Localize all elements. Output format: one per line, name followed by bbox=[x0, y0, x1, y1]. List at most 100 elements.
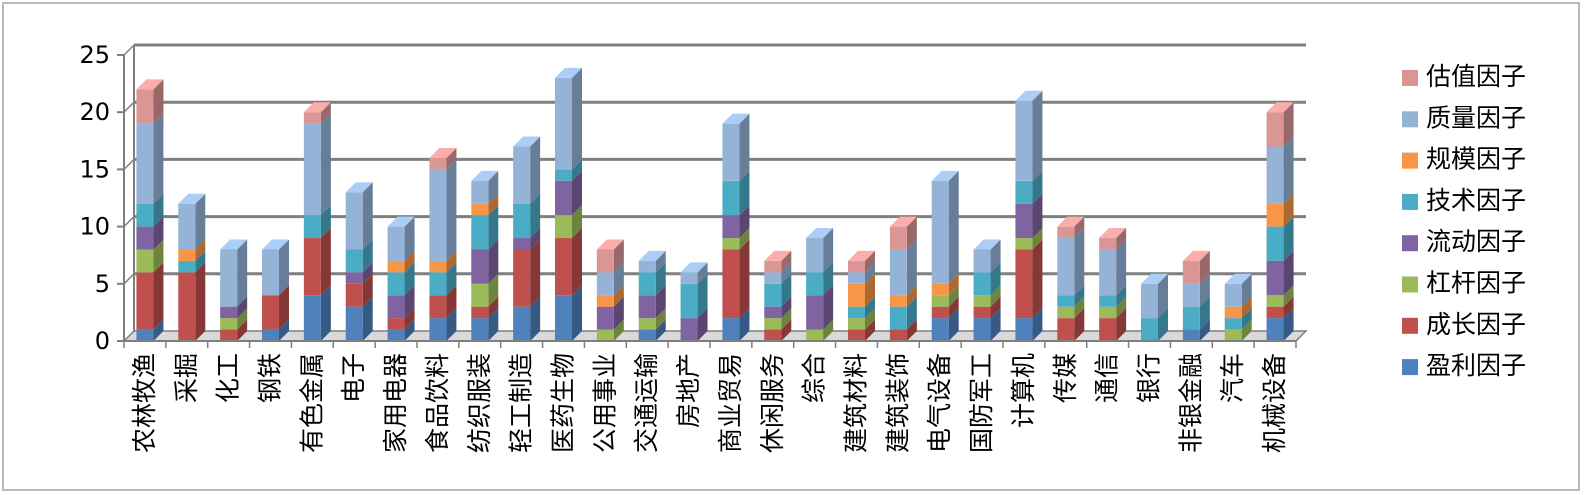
bar-front bbox=[722, 249, 740, 319]
bar-side bbox=[948, 170, 959, 284]
bar-side bbox=[990, 285, 1001, 307]
bar-segment bbox=[387, 285, 415, 319]
legend-item: 质量因子 bbox=[1402, 103, 1526, 132]
bar-front bbox=[471, 318, 489, 341]
bar-front bbox=[513, 203, 531, 239]
bar-side bbox=[739, 113, 750, 181]
y-tick-label-5: 5 bbox=[95, 270, 110, 298]
bar-top bbox=[262, 239, 289, 250]
x-axis: 农林牧渔 采掘 化工 钢铁 有色金属 电子 家用电器 食品饮料 纺织服装 轻工制造 医药生物 公用事业… bbox=[123, 340, 1297, 453]
bar-side bbox=[1283, 136, 1294, 204]
bar-segment bbox=[429, 159, 457, 261]
bar-front bbox=[1266, 295, 1284, 307]
bar-front bbox=[1015, 249, 1033, 319]
bar-side bbox=[488, 170, 499, 204]
bar-front bbox=[806, 238, 824, 273]
legend-swatch bbox=[1402, 152, 1418, 169]
bar-front bbox=[1182, 260, 1200, 284]
bar-side bbox=[320, 285, 331, 341]
bar-side bbox=[1116, 239, 1127, 296]
bar-side bbox=[739, 205, 750, 239]
bar-segment bbox=[220, 319, 248, 341]
bar-side bbox=[739, 308, 750, 341]
x-category-label: 轻工制造 bbox=[507, 353, 536, 453]
bar-side bbox=[488, 296, 499, 319]
bar-top bbox=[136, 79, 164, 90]
bar-segment bbox=[429, 147, 457, 170]
bar-segment bbox=[806, 262, 834, 296]
bar-segment bbox=[848, 308, 875, 330]
bar-front bbox=[345, 283, 363, 307]
x-category-label: 采掘 bbox=[172, 353, 201, 403]
bar-side bbox=[865, 273, 875, 307]
bar-segment bbox=[638, 250, 666, 273]
bar-side bbox=[237, 296, 248, 319]
bar-side bbox=[1199, 296, 1210, 330]
bar-side bbox=[781, 319, 792, 341]
bar-segment bbox=[1266, 216, 1294, 261]
x-category-label: 建筑材料 bbox=[842, 353, 871, 453]
bar-segment bbox=[1099, 285, 1127, 307]
bar-segment bbox=[387, 262, 415, 296]
x-category-label: 机械设备 bbox=[1260, 353, 1289, 453]
x-category-label: 农林牧渔 bbox=[130, 353, 159, 453]
bar-segment bbox=[345, 296, 373, 341]
x-category-label: 食品饮料 bbox=[423, 353, 452, 453]
bar-front bbox=[680, 283, 698, 319]
bar-front bbox=[1182, 306, 1200, 330]
bar-side bbox=[865, 308, 875, 330]
bar-side bbox=[153, 319, 164, 341]
bar-segment bbox=[136, 262, 164, 330]
bar-top bbox=[680, 262, 708, 273]
bar-segment bbox=[1099, 239, 1127, 296]
bar-front bbox=[303, 215, 321, 239]
bar-front bbox=[806, 329, 824, 341]
bar-front bbox=[848, 306, 865, 319]
bar-front bbox=[1224, 329, 1242, 341]
bar-front bbox=[555, 238, 572, 296]
bar-front bbox=[429, 318, 447, 341]
bar-side bbox=[990, 296, 1001, 319]
bar-side bbox=[530, 228, 541, 250]
bar-side bbox=[530, 136, 541, 204]
bars bbox=[136, 67, 1294, 341]
bar-segment bbox=[1224, 319, 1252, 341]
legend-item: 估值因子 bbox=[1402, 62, 1526, 91]
bar-side bbox=[697, 308, 708, 341]
bar-segment bbox=[178, 193, 206, 250]
bar-segment bbox=[429, 308, 457, 341]
bar-segment bbox=[1266, 136, 1294, 204]
bar-front bbox=[345, 272, 363, 284]
bar-side bbox=[697, 262, 708, 284]
bar-segment bbox=[1057, 228, 1085, 296]
bar-front bbox=[262, 295, 279, 330]
bar-side bbox=[1116, 285, 1127, 307]
bar-side bbox=[279, 239, 289, 296]
bar-side bbox=[739, 170, 750, 216]
bar-side bbox=[990, 262, 1001, 296]
bar-side bbox=[446, 147, 457, 170]
bar-front bbox=[136, 89, 154, 124]
bar-segment bbox=[471, 296, 499, 319]
bar-segment bbox=[387, 308, 415, 330]
bar-segment bbox=[303, 285, 331, 341]
bar-front bbox=[722, 318, 740, 341]
bar-front bbox=[1141, 318, 1158, 341]
bar-side bbox=[1241, 319, 1252, 341]
bar-front bbox=[1015, 318, 1033, 341]
bar-segment bbox=[638, 308, 666, 330]
bar-side bbox=[865, 250, 875, 273]
legend-item: 盈利因子 bbox=[1402, 351, 1526, 380]
bar-front bbox=[136, 272, 154, 330]
bar-side bbox=[1032, 90, 1043, 181]
bar-front bbox=[1266, 306, 1284, 319]
bar-front bbox=[848, 318, 865, 330]
bar-segment bbox=[596, 239, 624, 273]
bar-segment bbox=[429, 285, 457, 319]
y-tick-label-0: 0 bbox=[95, 327, 110, 355]
bar-side bbox=[320, 102, 331, 124]
bar-side bbox=[195, 193, 206, 250]
bar-top bbox=[722, 113, 750, 124]
bar-side bbox=[362, 262, 373, 284]
bar-side bbox=[1241, 296, 1252, 319]
